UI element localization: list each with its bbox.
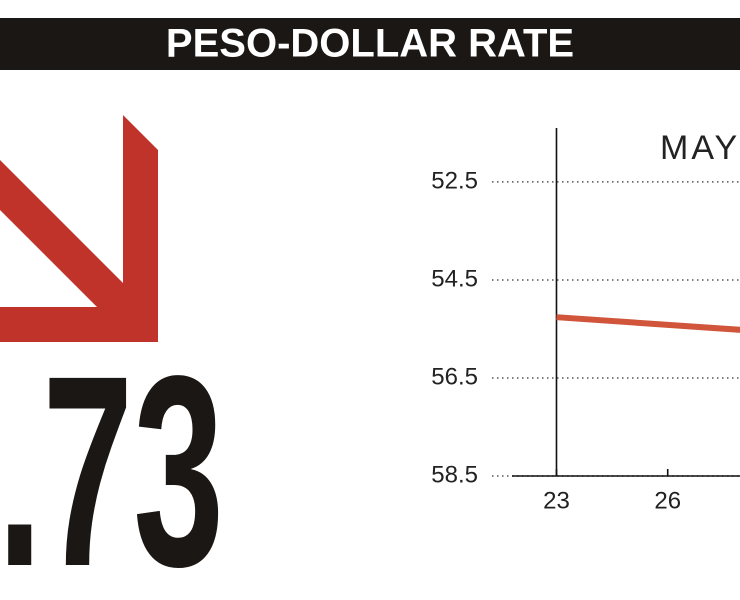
title-bar: [0, 18, 740, 70]
x-tick-label: 23: [543, 487, 570, 514]
y-tick-label: 56.5: [431, 363, 478, 390]
big-number: 5.73: [0, 319, 224, 600]
y-tick-label: 54.5: [431, 265, 478, 292]
y-tick-label: 52.5: [431, 167, 478, 194]
x-tick-label: 26: [654, 487, 681, 514]
y-tick-label: 58.5: [431, 461, 478, 488]
down-arrow: [0, 115, 158, 342]
rate-line: [556, 314, 740, 333]
title: PESO-DOLLAR RATE: [166, 22, 574, 66]
month-label: MAY: [660, 129, 740, 167]
